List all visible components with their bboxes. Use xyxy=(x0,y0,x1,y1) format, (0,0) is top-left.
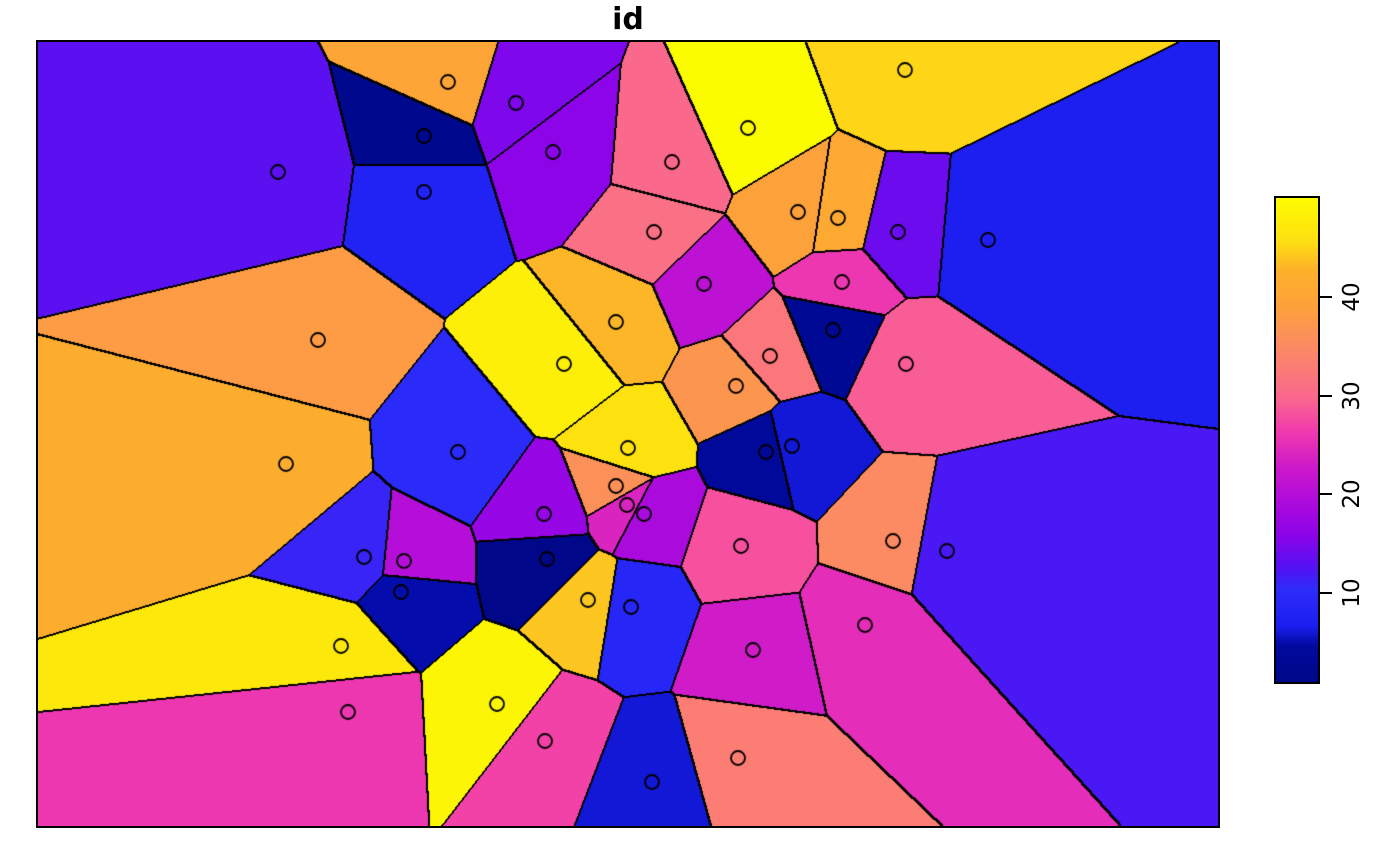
voronoi-canvas xyxy=(38,42,1218,826)
legend-tick-label: 40 xyxy=(1339,282,1365,312)
legend-tick xyxy=(1320,493,1332,496)
legend-tick xyxy=(1320,295,1332,298)
legend: 10 20 30 40 xyxy=(1274,196,1374,684)
legend-colorbar xyxy=(1274,196,1320,684)
legend-tick xyxy=(1320,394,1332,397)
legend-tick-label: 10 xyxy=(1339,578,1365,608)
legend-tick-label: 20 xyxy=(1339,479,1365,509)
legend-tick xyxy=(1320,592,1332,595)
plot-frame xyxy=(36,40,1220,828)
plot-title: id xyxy=(612,2,644,37)
legend-tick-label: 30 xyxy=(1339,380,1365,411)
